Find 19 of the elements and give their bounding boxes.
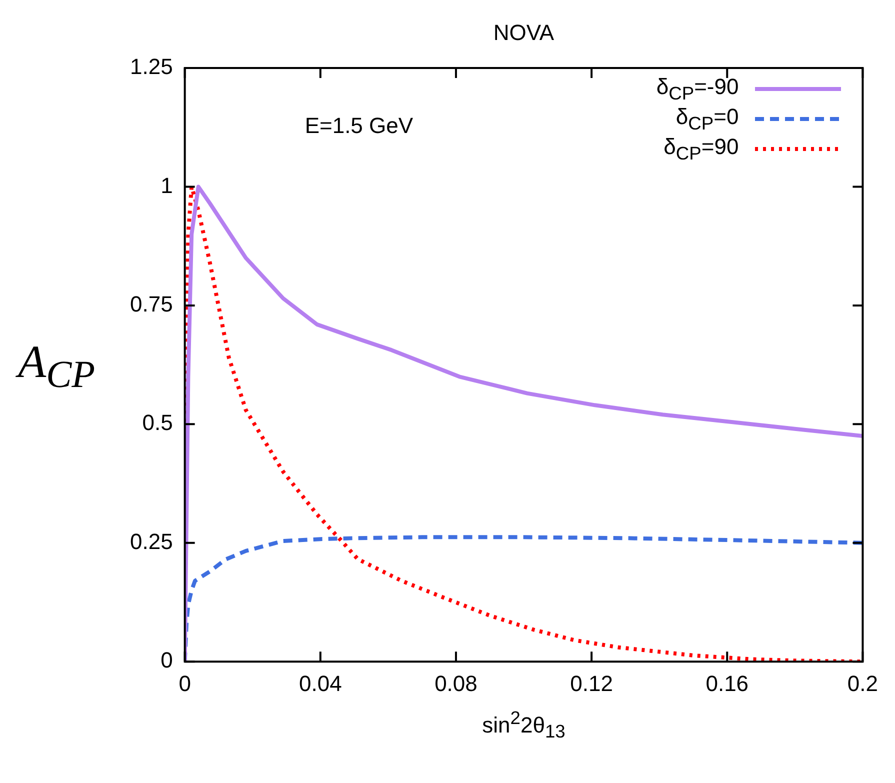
y-tick-label: 1.25 xyxy=(130,54,173,80)
y-tick-label: 1 xyxy=(160,172,173,198)
y-tick-label: 0.75 xyxy=(130,292,173,317)
x-tick-label: 0.04 xyxy=(298,670,342,696)
y-tick-label: 0.5 xyxy=(142,410,173,436)
y-axis-title: A$_{CP}$ xyxy=(18,334,96,397)
annotation: E=1.5 GeV xyxy=(304,113,414,139)
x-axis-title: sin$^{2}$2θ$_{13}$ xyxy=(481,706,566,742)
y-tick-label: 0 xyxy=(160,648,173,673)
x-tick-label: 0.08 xyxy=(434,670,478,696)
x-tick-label: 0.16 xyxy=(706,670,749,696)
legend-label: δ$_{CP}$=0 xyxy=(676,104,739,134)
legend-label: δ$_{CP}$=-90 xyxy=(656,74,739,104)
x-tick-label: 0.2 xyxy=(847,670,878,696)
x-tick-label: 0 xyxy=(178,670,191,696)
x-tick-label: 0.12 xyxy=(570,670,613,696)
y-tick-label: 0.25 xyxy=(130,528,173,554)
legend-label: δ$_{CP}$=90 xyxy=(664,134,739,164)
chart-title: NOVA xyxy=(492,20,556,46)
